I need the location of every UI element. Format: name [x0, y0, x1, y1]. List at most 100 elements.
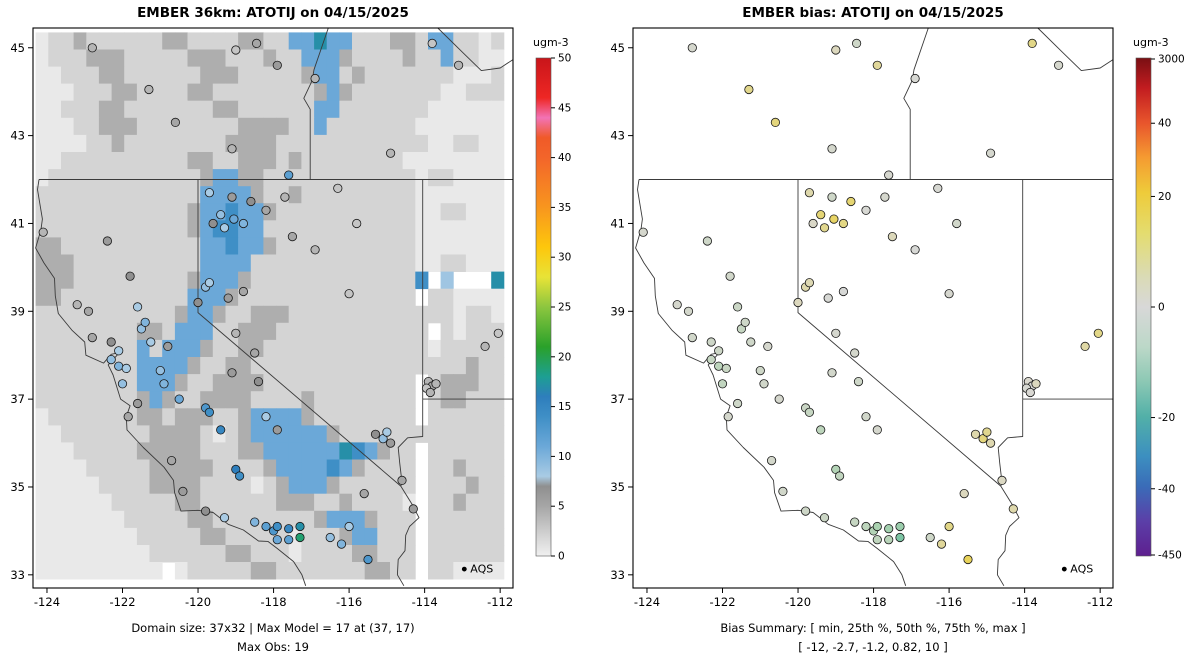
- raster-cell: [276, 408, 290, 426]
- raster-cell: [124, 203, 138, 221]
- raster-cell: [415, 49, 429, 67]
- raster-cell: [288, 339, 302, 358]
- raster-cell: [288, 357, 302, 375]
- raster-cell: [73, 493, 87, 512]
- raster-cell: [301, 49, 315, 67]
- raster-cell: [250, 562, 264, 580]
- raster-cell: [86, 83, 100, 102]
- raster-cell: [73, 203, 87, 221]
- aqs-site-marker: [827, 368, 837, 378]
- raster-cell: [440, 322, 454, 341]
- raster-cell: [478, 545, 492, 563]
- raster-cell: [187, 391, 201, 409]
- raster-cell: [124, 510, 138, 529]
- raster-cell: [263, 459, 277, 477]
- aqs-site-marker: [227, 192, 237, 202]
- raster-cell: [377, 459, 391, 477]
- raster-cell: [35, 134, 49, 153]
- raster-cell: [98, 117, 112, 136]
- raster-cell: [73, 220, 87, 238]
- outline-coast: [635, 179, 907, 586]
- raster-cell: [465, 493, 479, 512]
- raster-cell: [162, 169, 176, 187]
- aqs-site-marker: [816, 210, 826, 220]
- aqs-site-marker: [952, 218, 962, 229]
- raster-cell: [440, 510, 454, 529]
- raster-cell: [364, 510, 378, 529]
- raster-cell: [48, 220, 62, 238]
- raster-cell: [162, 493, 176, 512]
- raster-cell: [314, 322, 328, 341]
- raster-cell: [440, 545, 454, 563]
- raster-cell: [288, 100, 302, 119]
- raster-cell: [73, 83, 87, 102]
- raster-cell: [48, 49, 62, 67]
- raster-cell: [453, 169, 467, 187]
- raster-cell: [225, 169, 239, 187]
- raster-cell: [288, 425, 302, 443]
- aqs-site-marker: [925, 532, 935, 543]
- raster-cell: [35, 66, 49, 85]
- raster-cell: [35, 493, 49, 512]
- raster-cell: [238, 134, 252, 153]
- raster-cell: [136, 476, 150, 495]
- raster-cell: [428, 527, 442, 546]
- raster-cell: [187, 493, 201, 512]
- colorbar-tick-label: 5: [558, 501, 565, 513]
- raster-cell: [402, 391, 416, 409]
- outline-ca_nv: [197, 179, 402, 487]
- raster-cell: [364, 186, 378, 204]
- raster-cell: [73, 186, 87, 204]
- raster-cell: [301, 357, 315, 375]
- raster-cell: [301, 254, 315, 272]
- outline-id_mt: [437, 27, 514, 72]
- raster-cell: [162, 220, 176, 238]
- aqs-site-marker: [87, 332, 97, 343]
- raster-cell: [301, 562, 315, 580]
- raster-cell: [352, 169, 366, 187]
- aqs-site-marker: [721, 363, 731, 373]
- aqs-site-marker: [838, 218, 848, 229]
- raster-cell: [187, 100, 201, 119]
- raster-cell: [364, 493, 378, 512]
- raster-cell: [98, 83, 112, 102]
- raster-cell: [390, 169, 404, 187]
- raster-cell: [212, 186, 226, 204]
- raster-cell: [200, 254, 214, 272]
- raster-cell: [200, 134, 214, 153]
- raster-cell: [276, 545, 290, 563]
- raster-cell: [35, 476, 49, 495]
- raster-cell: [212, 66, 226, 85]
- raster-cell: [35, 425, 49, 443]
- raster-cell: [301, 510, 315, 529]
- raster-cell: [301, 83, 315, 102]
- raster-cell: [428, 510, 442, 529]
- aqs-site-marker: [219, 513, 230, 523]
- aqs-site-marker: [201, 506, 211, 516]
- outline-nv_az_river: [996, 399, 1024, 587]
- raster-cell: [314, 32, 328, 50]
- raster-cell: [415, 100, 429, 119]
- raster-cell: [61, 254, 75, 272]
- aqs-site-marker: [310, 245, 320, 255]
- raster-cell: [111, 271, 125, 290]
- raster-cell: [174, 237, 188, 255]
- raster-cell: [48, 169, 62, 187]
- raster-cell: [174, 32, 188, 50]
- raster-cell: [263, 357, 277, 375]
- raster-cell: [48, 66, 62, 85]
- raster-cell: [415, 305, 429, 324]
- aqs-site-marker: [744, 84, 754, 95]
- raster-cell: [61, 527, 75, 546]
- raster-cell: [478, 391, 492, 409]
- raster-cell: [339, 442, 353, 460]
- raster-cell: [174, 152, 188, 170]
- colorbar-tick-label: 20: [558, 351, 571, 363]
- aqs-site-marker: [872, 535, 882, 545]
- raster-cell: [263, 322, 277, 341]
- raster-cell: [314, 288, 328, 307]
- colorbar-units-bias: ugm-3: [1133, 36, 1169, 49]
- raster-cell: [212, 117, 226, 136]
- raster-cell: [48, 134, 62, 153]
